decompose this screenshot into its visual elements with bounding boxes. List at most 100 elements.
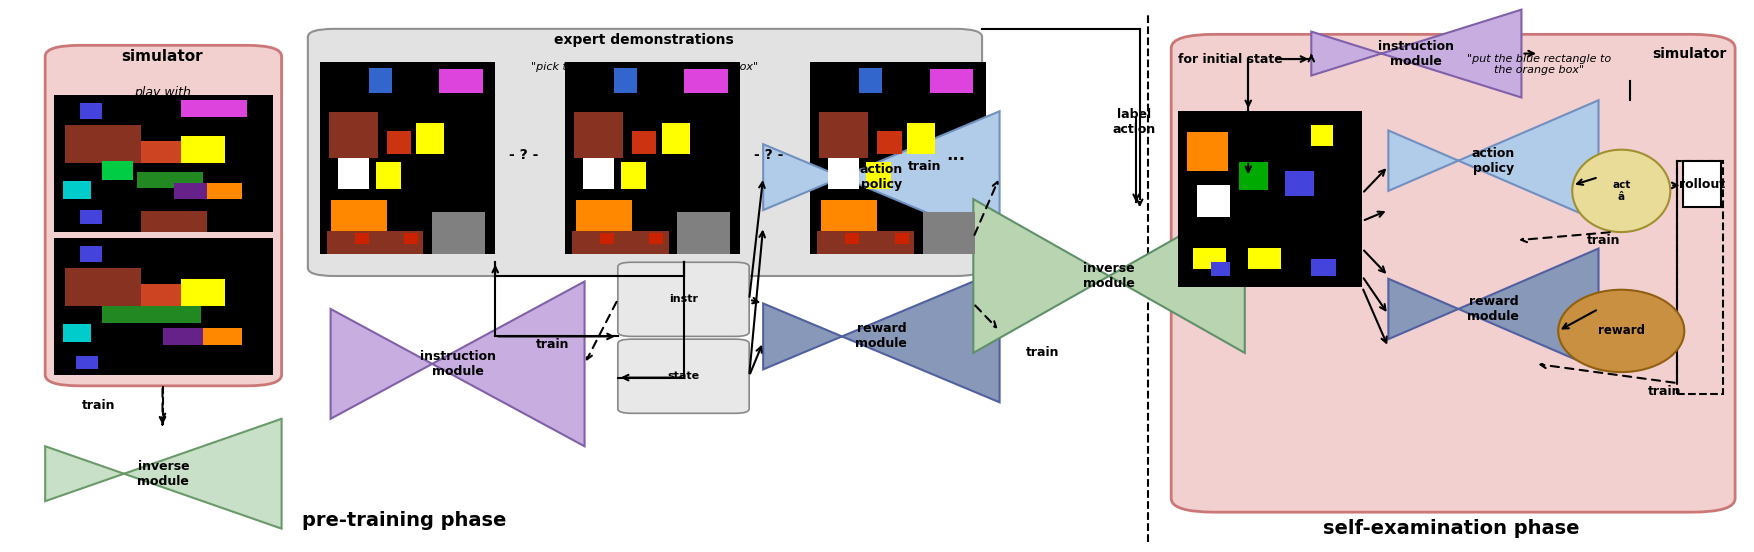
Text: train: train [907, 160, 942, 173]
Text: action
policy: action policy [859, 163, 903, 191]
Bar [661, 123, 689, 154]
Text: reward
module: reward module [1468, 295, 1519, 323]
Bar [54, 237, 274, 375]
Bar [81, 246, 102, 262]
Bar [330, 200, 386, 231]
Polygon shape [1389, 100, 1598, 221]
Bar [895, 233, 909, 245]
Bar [877, 131, 902, 154]
Bar [930, 70, 973, 93]
Bar [431, 212, 484, 254]
Bar [163, 328, 212, 344]
Bar [565, 62, 740, 254]
Bar [438, 70, 482, 93]
Polygon shape [46, 419, 282, 529]
Bar [819, 112, 868, 158]
Polygon shape [763, 112, 1000, 243]
Bar [368, 67, 391, 93]
Text: simulator: simulator [121, 49, 203, 64]
Bar [859, 67, 882, 93]
Bar [821, 200, 877, 231]
Bar [63, 181, 91, 199]
Bar [572, 231, 668, 254]
Bar [1310, 125, 1333, 146]
Text: - ? -: - ? - [754, 148, 782, 162]
Bar [137, 172, 203, 188]
Bar [63, 324, 91, 342]
Bar [614, 67, 637, 93]
Bar [203, 328, 242, 344]
Text: instr: instr [668, 294, 698, 304]
Bar [181, 136, 225, 163]
Text: reward: reward [1598, 325, 1645, 337]
Text: "put the blue rectangle to
the orange box": "put the blue rectangle to the orange bo… [1466, 54, 1610, 76]
Bar [621, 162, 645, 189]
Bar [181, 100, 247, 116]
Bar [845, 233, 859, 245]
Bar [631, 131, 656, 154]
Bar [65, 125, 142, 163]
Bar [174, 183, 223, 199]
Bar [810, 62, 986, 254]
Text: self-examination phase: self-examination phase [1323, 519, 1580, 538]
Bar [403, 233, 417, 245]
Text: label
action: label action [1112, 108, 1156, 136]
Text: train: train [82, 399, 116, 412]
Polygon shape [330, 282, 584, 446]
Ellipse shape [1572, 150, 1670, 232]
Text: train: train [1647, 385, 1680, 398]
Text: inverse
module: inverse module [137, 460, 189, 488]
Text: for initial state: for initial state [1179, 52, 1282, 66]
Bar [81, 103, 102, 119]
FancyBboxPatch shape [309, 29, 982, 276]
Text: rollout: rollout [1679, 178, 1724, 190]
Bar [1682, 161, 1721, 208]
Bar [375, 162, 400, 189]
Text: instruction
module: instruction module [1379, 40, 1454, 67]
Bar [142, 211, 207, 232]
Bar [1238, 162, 1268, 190]
Text: action
policy: action policy [1472, 147, 1515, 174]
Bar [828, 158, 859, 189]
Text: expert demonstrations: expert demonstrations [554, 33, 733, 47]
Bar [337, 158, 368, 189]
Bar [1310, 259, 1337, 277]
Polygon shape [1312, 9, 1521, 98]
Bar [1286, 171, 1314, 195]
Text: state: state [668, 371, 700, 381]
Bar [575, 200, 631, 231]
Bar [142, 141, 181, 163]
Bar [574, 112, 623, 158]
Bar [866, 162, 891, 189]
Bar [102, 161, 133, 180]
Polygon shape [1389, 248, 1598, 369]
Bar [102, 306, 200, 323]
FancyBboxPatch shape [46, 45, 282, 386]
Text: ...: ... [945, 146, 965, 164]
Text: reward
module: reward module [856, 322, 907, 351]
Bar [321, 62, 495, 254]
Text: "pick the blue rectangle in the gray box": "pick the blue rectangle in the gray box… [530, 62, 758, 72]
Text: train: train [1587, 234, 1621, 247]
Bar [1212, 262, 1230, 277]
Bar [677, 212, 730, 254]
Bar [923, 212, 975, 254]
Text: simulator: simulator [1652, 46, 1726, 61]
Text: instruction
module: instruction module [419, 350, 496, 378]
Bar [600, 233, 614, 245]
Text: train: train [537, 338, 570, 351]
FancyBboxPatch shape [617, 262, 749, 336]
Bar [582, 158, 614, 189]
Bar [354, 233, 368, 245]
Bar [81, 210, 102, 224]
Bar [142, 284, 181, 306]
FancyBboxPatch shape [617, 339, 749, 413]
Text: pre-training phase: pre-training phase [302, 511, 507, 530]
Text: act
â: act â [1612, 180, 1631, 201]
Text: train: train [1026, 347, 1059, 359]
Bar [328, 112, 377, 158]
Text: - ? -: - ? - [509, 148, 538, 162]
Bar [326, 231, 423, 254]
Bar [817, 231, 914, 254]
Bar [1193, 248, 1226, 269]
